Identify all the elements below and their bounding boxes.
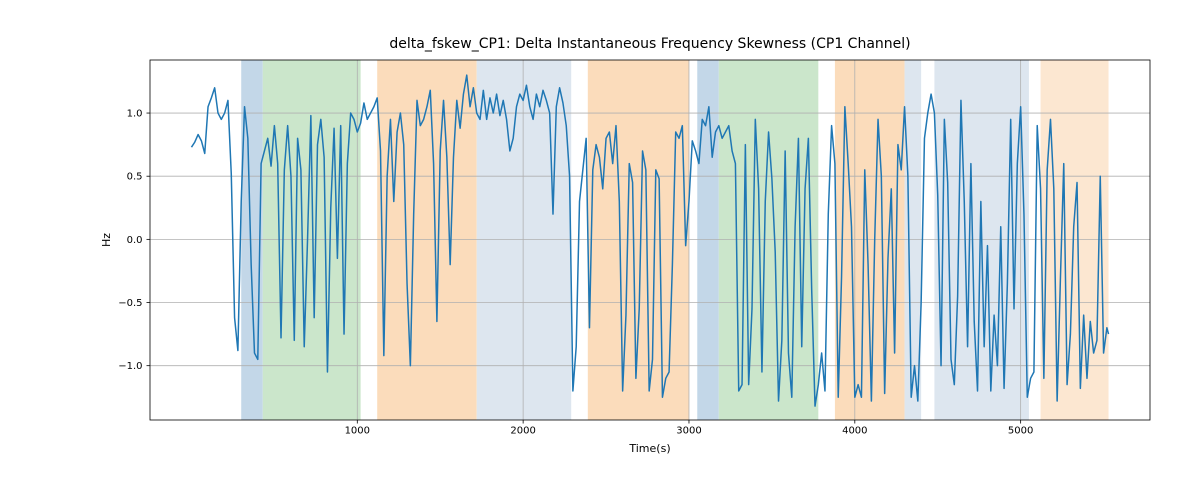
x-tick-label: 1000 xyxy=(345,426,370,437)
x-tick-label: 2000 xyxy=(510,426,535,437)
x-tick-label: 3000 xyxy=(676,426,701,437)
y-tick-label: 0.5 xyxy=(127,172,143,183)
x-tick-label: 4000 xyxy=(842,426,867,437)
x-axis-label: Time(s) xyxy=(628,442,670,455)
chart-container: 1000 2000 3000 4000 5000 −1.0 −0.5 0.0 0.5 1.0 Tim… xyxy=(0,0,1200,500)
y-axis-label: Hz xyxy=(100,233,113,247)
chart-title: delta_fskew_CP1: Delta Instantaneous Fre… xyxy=(389,36,910,52)
y-tick-label: −1.0 xyxy=(118,361,142,372)
y-tick-label: 1.0 xyxy=(127,109,143,120)
y-axis-ticks: −1.0 −0.5 0.0 0.5 1.0 xyxy=(118,109,150,373)
chart-svg: 1000 2000 3000 4000 5000 −1.0 −0.5 0.0 0.5 1.0 Tim… xyxy=(0,0,1200,500)
y-tick-label: 0.0 xyxy=(127,235,143,246)
y-tick-label: −0.5 xyxy=(118,298,142,309)
x-tick-label: 5000 xyxy=(1008,426,1033,437)
x-axis-ticks: 1000 2000 3000 4000 5000 xyxy=(345,420,1034,437)
